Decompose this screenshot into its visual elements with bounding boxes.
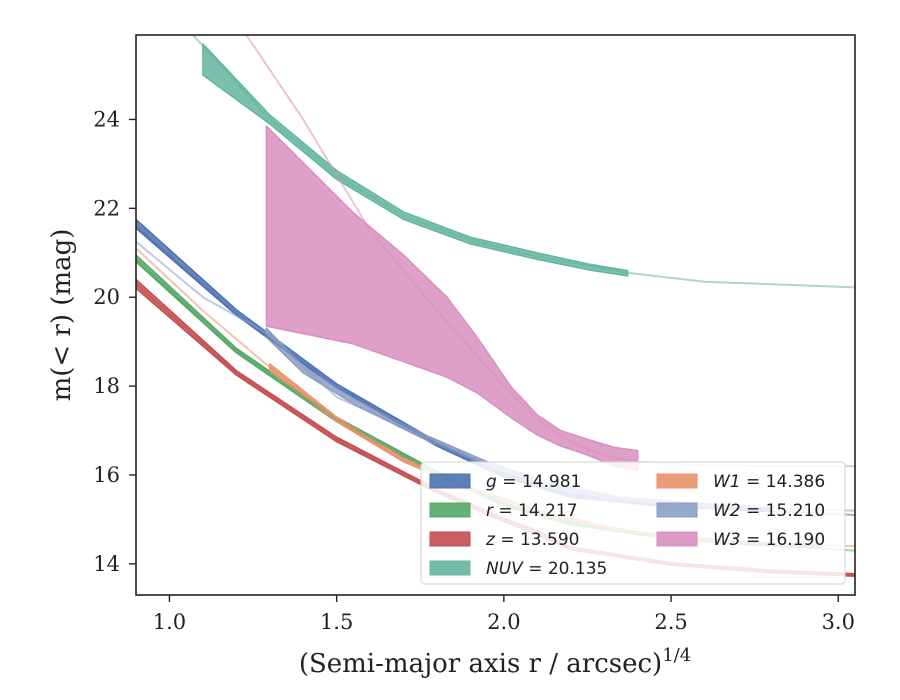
x-tick-label: 2.0	[487, 610, 520, 634]
legend-label: W3 = 16.190	[713, 530, 825, 550]
legend-swatch	[429, 531, 471, 547]
legend-label: W1 = 14.386	[713, 472, 825, 492]
plot-frame	[135, 34, 856, 596]
legend-entry-nuv: NUV = 20.135	[429, 559, 607, 579]
y-axis-label: m(< r) (mag)	[47, 229, 77, 402]
x-tick-label: 1.5	[320, 610, 353, 634]
legend-swatch	[429, 560, 471, 576]
x-tick-label: 2.5	[654, 610, 687, 634]
y-tick-label: 18	[93, 374, 120, 398]
curve-nuv	[192, 35, 855, 289]
legend-swatch	[656, 473, 698, 489]
band-w3	[265, 125, 639, 472]
legend-swatch	[429, 473, 471, 489]
x-tick-label: 3.0	[822, 610, 855, 634]
legend-label: NUV = 20.135	[486, 559, 607, 579]
legend-swatch	[429, 502, 471, 518]
legend-entry-r: r = 14.217	[429, 501, 578, 521]
y-tick-label: 24	[93, 107, 120, 131]
legend-entry-w3: W3 = 16.190	[656, 530, 825, 550]
y-tick-label: 20	[93, 285, 120, 309]
y-tick-label: 14	[93, 552, 120, 576]
x-axis-label: (Semi-major axis r / arcsec)1/4	[299, 645, 691, 679]
legend-entry-z: z = 13.590	[429, 530, 579, 550]
band-nuv	[202, 43, 629, 277]
legend-frame	[420, 461, 846, 585]
legend-swatch	[656, 531, 698, 547]
y-tick-label: 22	[93, 196, 120, 220]
legend-entry-w2: W2 = 15.210	[656, 501, 825, 521]
legend-label: W2 = 15.210	[713, 501, 825, 521]
legend-label: r = 14.217	[486, 501, 578, 521]
x-tick-label: 1.0	[153, 610, 186, 634]
legend-entry-g: g = 14.981	[429, 472, 581, 492]
y-axis-ticks: 14 16 18 20 22 24	[93, 107, 136, 576]
y-tick-label: 16	[93, 463, 120, 487]
x-axis-ticks: 1.0 1.5 2.0 2.5 3.0	[153, 595, 855, 634]
x-axis-label-exponent: 1/4	[662, 645, 691, 666]
legend-swatch	[656, 502, 698, 518]
legend-label: g = 14.981	[486, 472, 581, 492]
legend-entry-w1: W1 = 14.386	[656, 472, 825, 492]
legend-label: z = 13.590	[485, 530, 579, 550]
legend: g = 14.981 r = 14.217 z = 13.590 NUV = 20.1…	[420, 461, 846, 585]
